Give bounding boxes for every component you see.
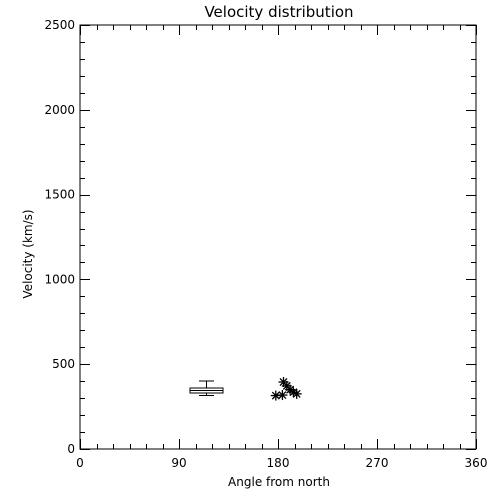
scatter-points (270, 377, 302, 401)
data-point-stroke (279, 378, 288, 387)
x-tick-label: 90 (171, 456, 186, 470)
data-point-stroke (292, 389, 301, 398)
chart-title: Velocity distribution (204, 3, 353, 21)
x-tick-label: 270 (366, 456, 389, 470)
data-point-stroke (289, 388, 298, 397)
y-axis-tick-labels: 0 500 1000 1500 2000 2500 (44, 18, 75, 456)
x-axis-ticks (80, 25, 477, 449)
y-tick-label: 1000 (44, 272, 75, 286)
plot-area-border (79, 24, 477, 450)
x-axis-label: Angle from north (228, 475, 330, 489)
data-point (288, 387, 299, 398)
x-axis-tick-labels: 0 90 180 270 360 (76, 456, 487, 470)
plot-frame (79, 24, 477, 450)
data-point-stroke (278, 391, 287, 400)
y-tick-label: 500 (52, 357, 75, 371)
y-tick-label: 2500 (44, 18, 75, 32)
y-axis-label: Velocity (km/s) (21, 209, 35, 298)
y-tick-label: 2000 (44, 103, 75, 117)
data-point (270, 390, 281, 401)
box-plot (189, 380, 224, 397)
y-axis-ticks (80, 25, 476, 450)
data-point (277, 390, 288, 401)
data-point (291, 388, 302, 399)
x-tick-label: 0 (76, 456, 84, 470)
y-tick-label: 0 (67, 442, 75, 456)
y-tick-label: 1500 (44, 188, 75, 202)
x-tick-label: 360 (465, 456, 488, 470)
x-tick-label: 180 (267, 456, 290, 470)
data-point-stroke (271, 391, 280, 400)
